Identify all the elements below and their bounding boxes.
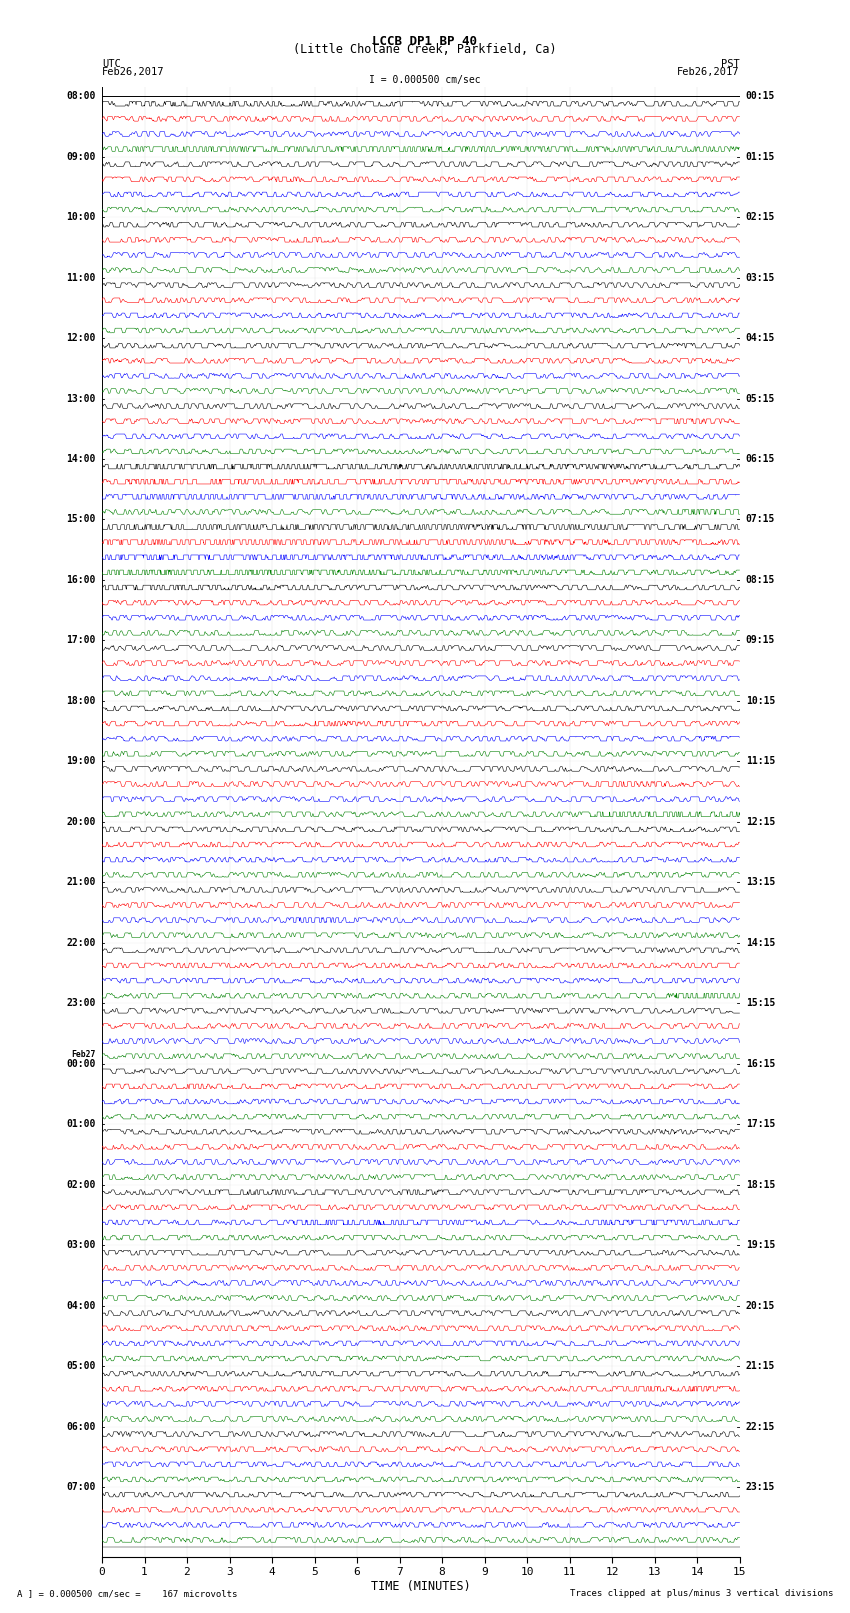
Text: LCCB DP1 BP 40: LCCB DP1 BP 40 <box>372 35 478 48</box>
Text: 07:00: 07:00 <box>66 1482 95 1492</box>
Text: 17:00: 17:00 <box>66 636 95 645</box>
Text: 14:00: 14:00 <box>66 453 95 465</box>
X-axis label: TIME (MINUTES): TIME (MINUTES) <box>371 1579 471 1592</box>
Text: 21:00: 21:00 <box>66 877 95 887</box>
Text: 10:00: 10:00 <box>66 213 95 223</box>
Text: 08:00: 08:00 <box>66 92 95 102</box>
Text: 14:15: 14:15 <box>746 937 775 948</box>
Text: 02:00: 02:00 <box>66 1179 95 1190</box>
Text: UTC: UTC <box>102 58 121 69</box>
Text: 11:00: 11:00 <box>66 273 95 282</box>
Text: 16:15: 16:15 <box>746 1058 775 1069</box>
Text: 04:00: 04:00 <box>66 1300 95 1311</box>
Text: 06:00: 06:00 <box>66 1421 95 1431</box>
Text: 15:00: 15:00 <box>66 515 95 524</box>
Text: 20:00: 20:00 <box>66 816 95 827</box>
Text: 10:15: 10:15 <box>746 695 775 706</box>
Text: 06:15: 06:15 <box>746 453 775 465</box>
Text: 23:00: 23:00 <box>66 998 95 1008</box>
Text: 08:15: 08:15 <box>746 574 775 586</box>
Text: 13:00: 13:00 <box>66 394 95 403</box>
Text: 22:15: 22:15 <box>746 1421 775 1431</box>
Text: 12:15: 12:15 <box>746 816 775 827</box>
Text: 01:00: 01:00 <box>66 1119 95 1129</box>
Text: 18:15: 18:15 <box>746 1179 775 1190</box>
Text: 07:15: 07:15 <box>746 515 775 524</box>
Text: 00:00: 00:00 <box>66 1058 95 1069</box>
Text: 19:15: 19:15 <box>746 1240 775 1250</box>
Text: 19:00: 19:00 <box>66 756 95 766</box>
Text: 23:15: 23:15 <box>746 1482 775 1492</box>
Text: (Little Cholane Creek, Parkfield, Ca): (Little Cholane Creek, Parkfield, Ca) <box>293 44 557 56</box>
Text: 00:15: 00:15 <box>746 92 775 102</box>
Text: 09:15: 09:15 <box>746 636 775 645</box>
Text: 02:15: 02:15 <box>746 213 775 223</box>
Text: 18:00: 18:00 <box>66 695 95 706</box>
Text: 05:00: 05:00 <box>66 1361 95 1371</box>
Text: 03:15: 03:15 <box>746 273 775 282</box>
Text: 12:00: 12:00 <box>66 332 95 344</box>
Text: 20:15: 20:15 <box>746 1300 775 1311</box>
Text: 09:00: 09:00 <box>66 152 95 161</box>
Text: Traces clipped at plus/minus 3 vertical divisions: Traces clipped at plus/minus 3 vertical … <box>570 1589 833 1598</box>
Text: 21:15: 21:15 <box>746 1361 775 1371</box>
Text: Feb27: Feb27 <box>71 1050 95 1060</box>
Text: Feb26,2017: Feb26,2017 <box>677 66 740 77</box>
Text: 05:15: 05:15 <box>746 394 775 403</box>
Text: 15:15: 15:15 <box>746 998 775 1008</box>
Text: 16:00: 16:00 <box>66 574 95 586</box>
Text: I = 0.000500 cm/sec: I = 0.000500 cm/sec <box>369 76 481 85</box>
Text: 13:15: 13:15 <box>746 877 775 887</box>
Text: 03:00: 03:00 <box>66 1240 95 1250</box>
Text: 01:15: 01:15 <box>746 152 775 161</box>
Text: PST: PST <box>721 58 740 69</box>
Text: 22:00: 22:00 <box>66 937 95 948</box>
Text: 04:15: 04:15 <box>746 332 775 344</box>
Text: Feb26,2017: Feb26,2017 <box>102 66 165 77</box>
Text: 17:15: 17:15 <box>746 1119 775 1129</box>
Text: A ] = 0.000500 cm/sec =    167 microvolts: A ] = 0.000500 cm/sec = 167 microvolts <box>17 1589 237 1598</box>
Text: 11:15: 11:15 <box>746 756 775 766</box>
